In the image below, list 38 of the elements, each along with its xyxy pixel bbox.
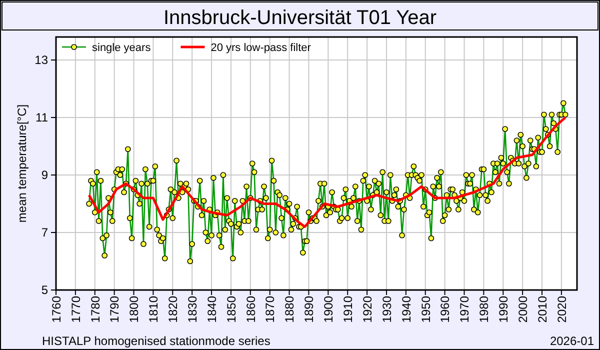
x-tick-label: 2010 [535,296,550,323]
x-tick-label: 1780 [88,296,102,323]
x-tick-label: 1800 [127,296,142,323]
x-tick-label: 1950 [418,296,433,323]
x-tick-label: 1850 [224,296,238,323]
x-tick-label: 1920 [360,296,374,323]
legend-label: single years [92,42,152,54]
y-tick-label: 13 [34,52,48,67]
y-axis-title: mean temperature[°C] [15,104,29,223]
chart-title: Innsbruck-Universität T01 Year [163,7,437,29]
x-tick-label: 2020 [554,296,569,323]
text: HISTALP homogenised stationmode series [42,334,270,348]
x-tick-label: 2000 [516,296,530,323]
x-tick-label: 1990 [496,296,511,323]
x-tick-label: 1830 [185,296,200,323]
x-tick-label: 1790 [108,296,122,323]
x-tick-label: 1880 [282,296,297,323]
text: 2026-01 [550,334,594,348]
x-tick-label: 1840 [204,296,219,323]
y-tick-label: 7 [41,225,48,240]
x-tick-label: 1890 [302,296,316,323]
y-tick-label: 9 [41,168,48,182]
y-tick-label: 11 [36,110,48,124]
x-tick-label: 1770 [68,296,83,323]
x-tick-label: 1930 [380,296,394,323]
x-tick-label: 1960 [438,296,452,323]
x-tick-label: 1940 [399,296,414,323]
x-tick-label: 1810 [146,296,161,323]
x-tick-label: 1820 [166,296,180,323]
y-tick-label: 5 [41,282,48,297]
x-tick-label: 1910 [341,296,356,323]
legend-label: 20 yrs low-pass filter [210,42,312,54]
x-tick-label: 1980 [477,296,492,323]
x-tick-label: 1870 [263,296,278,323]
x-tick-label: 1900 [322,296,336,323]
x-tick-label: 1860 [244,296,258,323]
x-tick-label: 1760 [49,296,64,323]
x-tick-label: 1970 [458,296,472,323]
